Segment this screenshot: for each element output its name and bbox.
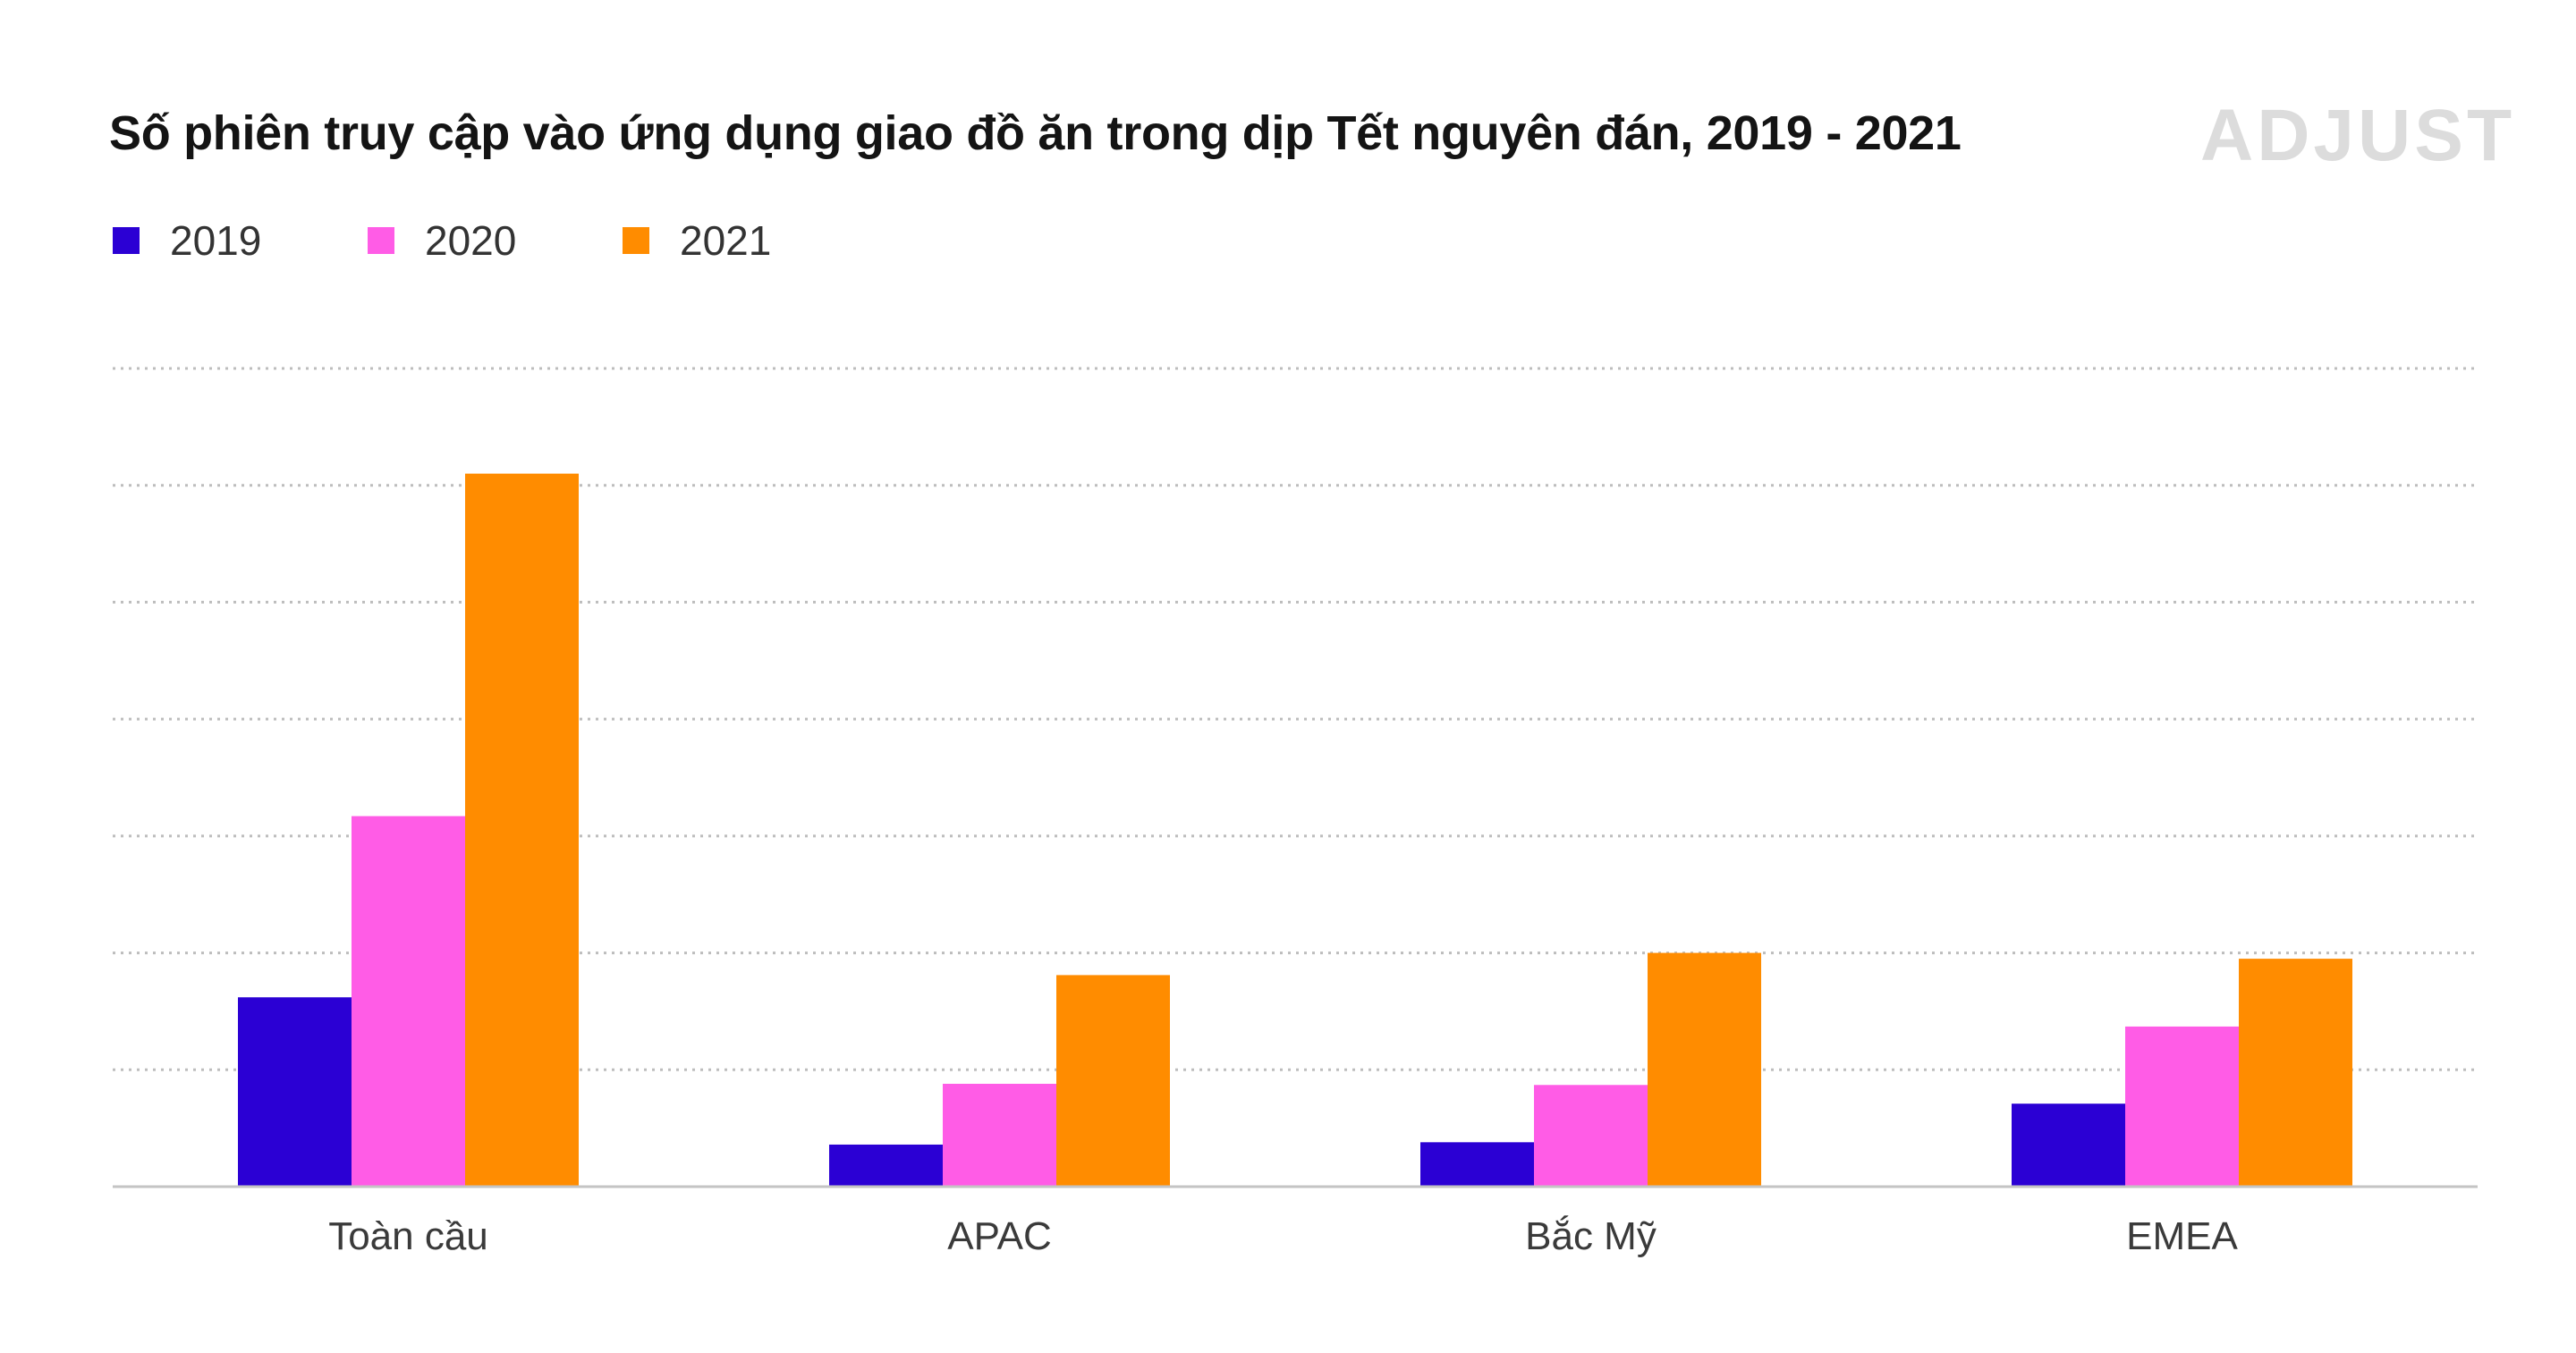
x-tick-labels: Toàn cầu APAC Bắc Mỹ EMEA xyxy=(328,1214,2238,1258)
bar-2021-1 xyxy=(1056,975,1170,1187)
bar-2019-0 xyxy=(238,997,352,1187)
x-tick-label: EMEA xyxy=(2126,1214,2238,1258)
bars xyxy=(238,473,2352,1187)
bar-2019-1 xyxy=(829,1144,943,1187)
legend-item-2021: 2021 xyxy=(623,216,877,265)
legend-swatch-2021 xyxy=(623,227,649,254)
chart-title: Số phiên truy cập vào ứng dụng giao đồ ă… xyxy=(109,106,1962,160)
legend-label-2021: 2021 xyxy=(680,217,772,264)
bar-2020-3 xyxy=(2125,1026,2239,1187)
x-tick-label: APAC xyxy=(947,1214,1052,1258)
legend-swatch-2020 xyxy=(368,227,394,254)
bar-2021-2 xyxy=(1648,952,1761,1187)
bar-2019-2 xyxy=(1420,1142,1534,1187)
x-tick-label: Toàn cầu xyxy=(328,1214,488,1258)
bar-2021-0 xyxy=(465,473,579,1187)
legend: 2019 2020 2021 xyxy=(113,216,877,265)
bar-2020-2 xyxy=(1534,1085,1648,1187)
legend-item-2019: 2019 xyxy=(113,216,368,265)
legend-swatch-2019 xyxy=(113,227,140,254)
legend-label-2019: 2019 xyxy=(170,217,262,264)
x-tick-label: Bắc Mỹ xyxy=(1525,1214,1657,1258)
adjust-logo: ADJUST xyxy=(2200,95,2516,176)
bar-2020-0 xyxy=(352,816,465,1187)
bar-2020-1 xyxy=(943,1083,1056,1187)
legend-label-2020: 2020 xyxy=(425,217,517,264)
bar-2019-3 xyxy=(2012,1104,2125,1187)
legend-item-2020: 2020 xyxy=(368,216,623,265)
bar-2021-3 xyxy=(2239,959,2352,1187)
